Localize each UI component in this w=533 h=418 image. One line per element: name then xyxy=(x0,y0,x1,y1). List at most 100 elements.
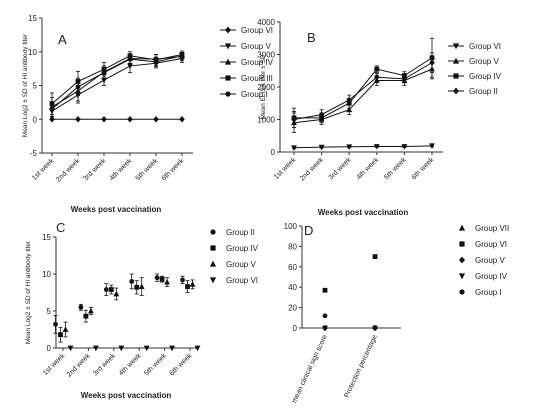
panel-a-series-line xyxy=(51,53,183,105)
panel-a-x-tick-label: 4th week xyxy=(109,157,134,182)
panel-c-data-point xyxy=(67,345,74,352)
panel-c-data-point xyxy=(154,275,160,281)
panel-d-legend-label: Group VII xyxy=(475,224,509,233)
panel-a-data-point xyxy=(75,84,81,90)
panel-d-legend-marker xyxy=(459,256,465,264)
panel-b-legend-label: Group VI xyxy=(469,42,501,51)
panel-a-legend-label: Group IV xyxy=(241,58,274,67)
panel-d-data-point xyxy=(322,287,328,293)
panel-b-data-point xyxy=(374,66,380,72)
panel-a-data-point xyxy=(179,116,185,123)
panel-b-y-tick-label: 2000 xyxy=(257,83,275,92)
panel-c-data-point xyxy=(138,283,145,289)
panel-a-series-line xyxy=(51,55,183,110)
panel-b-legend-marker xyxy=(453,73,459,79)
panel-b-legend-label: Group V xyxy=(469,57,499,66)
panel-c-y-tick-label: 5 xyxy=(47,307,52,316)
panel-d-legend-label: Group VI xyxy=(475,240,507,249)
panel-c-x-tick-label: 5th week xyxy=(143,352,168,377)
panel-d-data-point xyxy=(322,313,328,319)
panel-c-x-tick-label: 6th week xyxy=(169,352,194,377)
panel-c-x-tick-label: 4th week xyxy=(118,352,143,377)
panel-c-y-tick-label: 10 xyxy=(42,270,51,279)
panel-c-y-tick-label: 0 xyxy=(47,344,52,353)
panel-c-x-tick-label: 2nd week xyxy=(66,352,92,378)
panel-b-legend-marker xyxy=(453,87,459,95)
panel-b-letter: B xyxy=(307,30,316,45)
panel-a-data-point xyxy=(49,106,55,112)
panel-b-x-tick-label: 5th week xyxy=(383,156,408,181)
panel-c-data-point xyxy=(93,345,99,352)
panel-b-data-point xyxy=(291,145,297,151)
panel-b-y-tick-label: 3000 xyxy=(257,51,275,60)
panel-b-legend-marker xyxy=(452,43,460,50)
panel-d-x-tick-label: Protection percentage xyxy=(344,334,379,399)
panel-d-y-tick-label: 0 xyxy=(293,324,298,333)
panel-b-y-axis-title: Mean ELISA titer ± SD xyxy=(260,54,267,119)
panel-c-data-point xyxy=(58,332,63,338)
panel-a-data-point xyxy=(153,116,159,123)
panel-b-legend-label: Group II xyxy=(469,87,498,96)
panel-a-data-point xyxy=(179,53,185,59)
panel-b-legend-marker xyxy=(452,57,460,64)
panel-c-legend-label: Group V xyxy=(226,260,256,269)
panel-b-series-line xyxy=(294,57,433,119)
panel-c-data-point xyxy=(53,321,58,327)
panel-c-x-tick-label: 1st week xyxy=(42,352,67,377)
panel-c-data-point xyxy=(83,313,89,319)
panel-a-legend-marker xyxy=(224,43,232,50)
panel-b-data-point xyxy=(401,75,408,83)
panel-a-x-tick-label: 5th week xyxy=(135,157,160,182)
panel-c-legend-label: Group VI xyxy=(226,276,258,285)
panel-c-y-axis-title: Mean Log2 ± SD of HI antibody titer xyxy=(25,240,32,344)
panel-a-legend-marker xyxy=(225,75,231,81)
panel-c-legend-marker xyxy=(210,245,216,251)
panel-b-x-tick-label: 1st week xyxy=(273,156,298,181)
panel-b-data-point xyxy=(373,144,380,150)
panel-b-data-point xyxy=(346,144,353,150)
panel-b-x-tick-label: 2nd week xyxy=(299,156,325,182)
panel-d-data-point xyxy=(322,325,328,332)
panel-a-data-point xyxy=(127,56,133,62)
panel-d-y-tick-label: 20 xyxy=(288,304,297,313)
panel-a-x-tick-label: 1st week xyxy=(31,157,56,182)
panel-a-data-point xyxy=(101,77,107,84)
panel-c-legend-marker xyxy=(209,260,217,267)
panel-b-y-tick-label: 4000 xyxy=(257,18,275,27)
panel-c-data-point xyxy=(78,304,84,310)
panel-a-legend-marker xyxy=(225,91,231,97)
panel-b-series-line xyxy=(293,145,433,149)
panel-c-data-point xyxy=(164,278,170,285)
panel-b-x-tick-label: 4th week xyxy=(355,156,380,181)
panel-c-legend-label: Group II xyxy=(226,228,255,237)
panel-c-legend-label: Group IV xyxy=(226,244,259,253)
panel-b-data-point xyxy=(318,111,325,118)
panel-a-legend-marker xyxy=(224,58,232,65)
panel-b-data-point xyxy=(318,144,325,151)
panel-c-x-axis-title: Weeks post vaccination xyxy=(81,391,172,400)
panel-c-data-point xyxy=(185,284,190,289)
panel-a-x-tick-label: 2nd week xyxy=(55,157,81,183)
panel-d-legend-label: Group I xyxy=(475,288,502,297)
panel-d-data-point xyxy=(372,325,378,331)
panel-d-y-tick-label: 100 xyxy=(284,222,298,231)
panel-b-series-line xyxy=(293,62,433,120)
panel-d-legend-marker xyxy=(459,289,465,295)
panel-a-y-tick-label: 0 xyxy=(33,115,38,124)
panel-c-data-point xyxy=(134,284,140,290)
panel-d-y-tick-label: 80 xyxy=(288,242,297,251)
panel-c-data-point xyxy=(129,279,135,284)
panel-a-x-tick-label: 6th week xyxy=(161,157,186,182)
panel-d-legend-marker xyxy=(458,273,466,280)
panel-d-legend-marker xyxy=(459,241,465,247)
panel-c-y-tick-label: 15 xyxy=(42,233,51,242)
panel-a-legend-marker xyxy=(225,26,231,34)
panel-a-y-tick-label: 10 xyxy=(28,48,37,57)
panel-c-legend-marker xyxy=(210,229,216,235)
panel-b-x-axis-title: Weeks post vaccination xyxy=(318,208,409,217)
panel-a-data-point xyxy=(101,70,107,76)
panel-a-series-line xyxy=(51,58,183,112)
panel-d-legend-marker xyxy=(458,224,466,231)
panel-a-x-tick-label: 3rd week xyxy=(82,157,107,182)
